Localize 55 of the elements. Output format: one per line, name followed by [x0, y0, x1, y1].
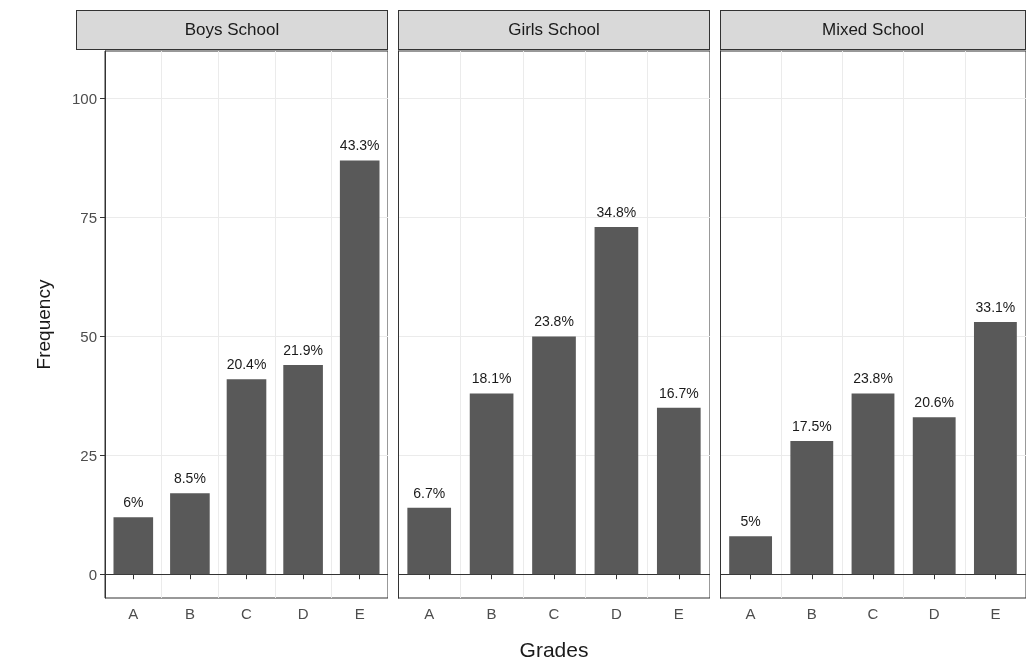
bar — [729, 536, 773, 575]
y-tick-label: 50 — [80, 327, 97, 345]
annotation: 8.5% — [173, 470, 206, 487]
x-tick-label: B — [184, 605, 195, 622]
x-tick-label: B — [806, 605, 817, 622]
x-axis-title: Grades — [518, 638, 590, 662]
y-axis-title: Frequency — [33, 279, 54, 370]
x-tick-label: E — [673, 605, 684, 622]
chart-title: Boys School — [76, 10, 388, 50]
x-tick-label: A — [745, 605, 756, 622]
y-tick-label: 100 — [71, 90, 97, 108]
annotation: 33.1% — [975, 299, 1016, 316]
bar — [407, 507, 452, 575]
annotation: 6% — [123, 494, 144, 511]
x-tick-label: B — [486, 605, 497, 622]
bar — [113, 517, 154, 575]
annotation: 23.8% — [853, 370, 893, 387]
annotation: 34.8% — [596, 203, 637, 220]
chart-title: Girls School — [398, 10, 710, 50]
annotation: 21.9% — [283, 341, 323, 358]
bar — [339, 160, 380, 575]
annotation: 16.7% — [658, 384, 699, 401]
bar — [790, 441, 834, 575]
bar — [912, 417, 956, 575]
bar — [594, 226, 639, 575]
bar — [656, 407, 701, 575]
annotation: 20.6% — [914, 394, 955, 411]
annotation: 20.4% — [226, 356, 267, 373]
x-tick-label: D — [297, 605, 309, 622]
annotation: 23.8% — [534, 313, 574, 330]
x-tick-label: D — [928, 605, 940, 622]
y-tick-label: 0 — [88, 565, 97, 583]
bar — [973, 322, 1017, 575]
annotation: 17.5% — [791, 418, 832, 435]
x-tick-label: D — [610, 605, 622, 622]
bar — [469, 393, 514, 575]
bar — [283, 364, 323, 575]
x-tick-label: A — [128, 605, 139, 622]
x-tick-label: C — [867, 605, 879, 622]
chart-title: Mixed School — [720, 10, 1026, 50]
x-tick-label: C — [241, 605, 253, 622]
x-tick-label: E — [354, 605, 365, 622]
y-tick-label: 75 — [80, 208, 97, 226]
annotation: 43.3% — [339, 137, 380, 154]
bar — [170, 493, 210, 575]
annotation: 18.1% — [471, 370, 512, 387]
annotation: 5% — [740, 513, 761, 530]
annotation: 6.7% — [413, 484, 446, 501]
bar — [532, 336, 576, 575]
y-tick-label: 25 — [80, 446, 97, 464]
bar — [851, 393, 895, 575]
x-tick-label: E — [990, 605, 1001, 622]
bar — [226, 379, 267, 575]
x-tick-label: A — [424, 605, 435, 622]
x-tick-label: C — [548, 605, 560, 622]
